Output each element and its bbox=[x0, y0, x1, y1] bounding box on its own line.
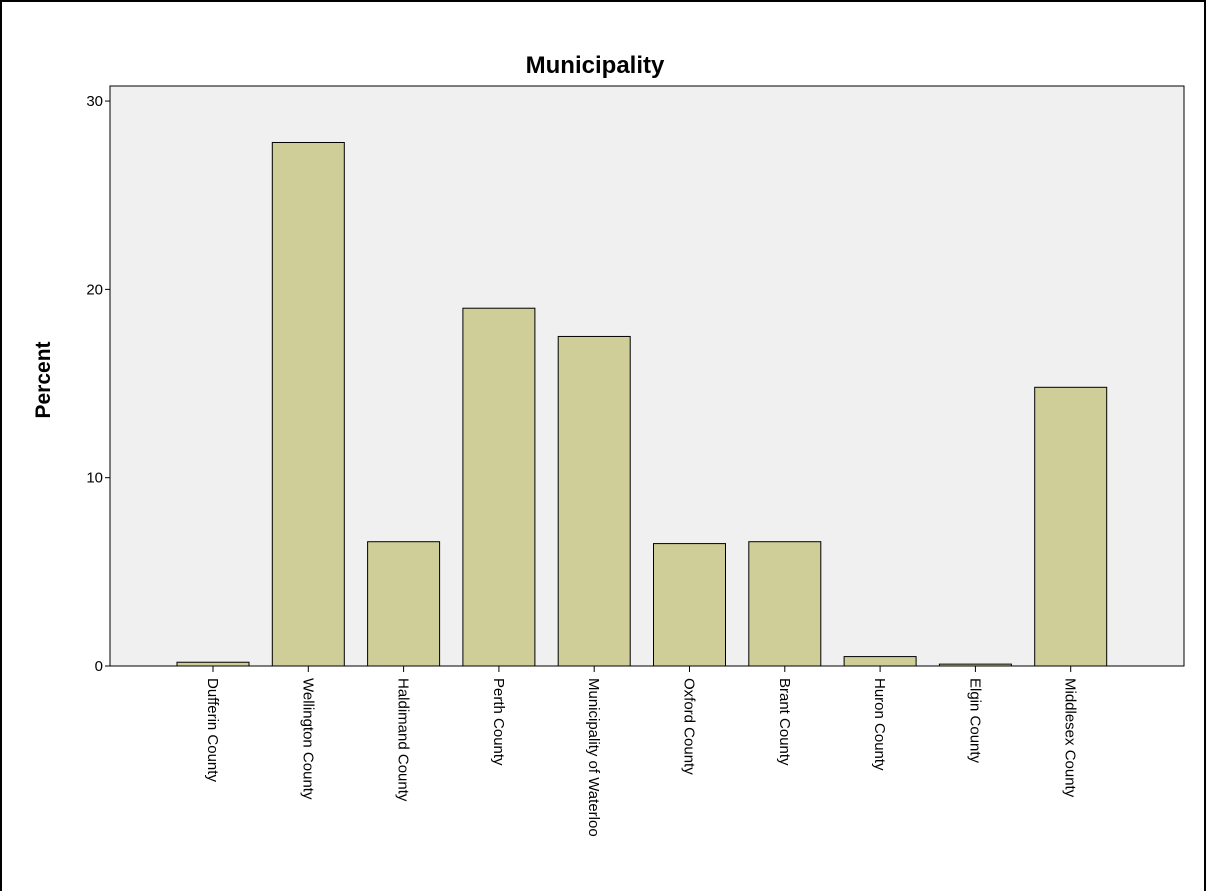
x-tick-label: Haldimand County bbox=[395, 678, 412, 802]
bar-brant-county bbox=[748, 541, 822, 667]
y-tick-label: 10 bbox=[86, 470, 103, 487]
y-tick-label: 0 bbox=[95, 658, 103, 675]
x-tick-label: Huron County bbox=[871, 678, 888, 771]
y-axis-label: Percent bbox=[32, 341, 55, 418]
x-tick-label: Oxford County bbox=[681, 678, 698, 775]
x-axis: Dufferin County Wellington County Haldiman… bbox=[204, 666, 1079, 837]
x-tick-label: Wellington County bbox=[299, 678, 316, 800]
plot-area bbox=[109, 85, 1185, 667]
bar-dufferin-county bbox=[176, 661, 250, 667]
x-tick-label: Perth County bbox=[490, 678, 507, 766]
y-axis: 0 10 20 30 bbox=[86, 93, 110, 675]
x-tick-label: Middlesex County bbox=[1062, 678, 1079, 798]
bars bbox=[176, 141, 1108, 667]
chart-title: Municipality bbox=[526, 52, 665, 79]
bar-huron-county bbox=[843, 656, 917, 667]
y-tick-label: 20 bbox=[86, 281, 103, 298]
bar-elgin-county bbox=[938, 663, 1012, 667]
x-tick-label: Dufferin County bbox=[204, 678, 221, 782]
bar-haldimand-county bbox=[367, 541, 441, 667]
bar-oxford-county bbox=[653, 543, 726, 667]
y-tick-label: 30 bbox=[86, 93, 103, 110]
bar-wellington-county bbox=[271, 141, 345, 667]
bar-municipality-of-waterloo bbox=[557, 335, 631, 667]
bar-middlesex-county bbox=[1034, 386, 1108, 667]
x-tick-label: Elgin County bbox=[966, 678, 983, 764]
bar-perth-county bbox=[462, 307, 536, 667]
x-tick-label: Municipality of Waterloo bbox=[585, 678, 602, 837]
x-tick-label: Brant County bbox=[776, 678, 793, 766]
